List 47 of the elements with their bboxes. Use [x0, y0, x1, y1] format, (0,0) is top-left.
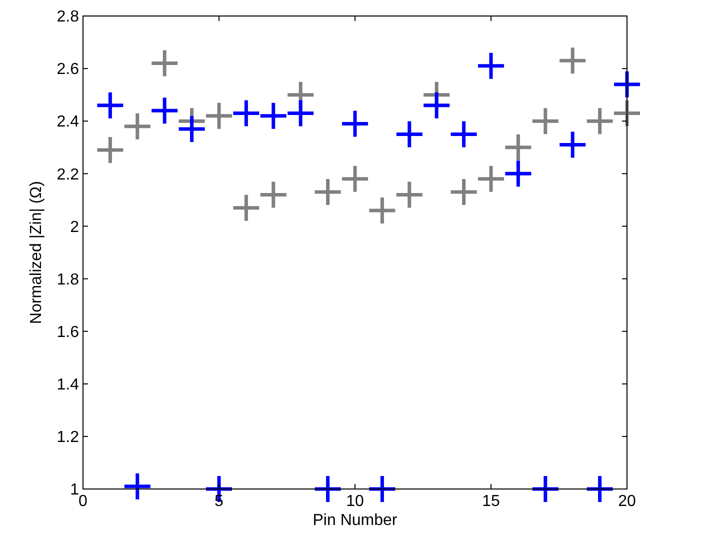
- y-tick-label: 1.6: [56, 324, 80, 341]
- y-tick-label: 1: [70, 482, 80, 499]
- y-tick-label: 1.4: [56, 376, 80, 394]
- point: [288, 100, 314, 126]
- point: [450, 121, 477, 148]
- y-tick-label: 2: [70, 218, 80, 236]
- x-tick-label: 20: [618, 493, 636, 510]
- point: [586, 108, 613, 134]
- point: [152, 98, 178, 124]
- x-tick-label: 10: [346, 493, 364, 510]
- point: [260, 182, 286, 208]
- point: [505, 160, 532, 187]
- x-tick-label: 15: [482, 493, 500, 510]
- point: [260, 102, 286, 129]
- x-tick-label: 0: [78, 493, 88, 510]
- x-axis-title: Pin Number: [312, 512, 398, 529]
- point: [124, 473, 150, 500]
- y-tick-label: 2.4: [56, 114, 80, 131]
- y-axis-title: Normalized |Zin| (Ω): [28, 181, 45, 324]
- point: [532, 108, 558, 134]
- point: [97, 137, 124, 164]
- point: [97, 92, 124, 118]
- point: [342, 110, 368, 137]
- point: [178, 116, 205, 142]
- point: [124, 113, 150, 140]
- point: [314, 179, 341, 206]
- point: [396, 121, 422, 148]
- point: [478, 52, 504, 79]
- point: [424, 92, 450, 118]
- x-tick-label: 5: [214, 493, 224, 510]
- y-tick-label: 2.8: [56, 8, 80, 26]
- point: [505, 134, 532, 160]
- point: [478, 166, 504, 192]
- point: [369, 197, 396, 224]
- point: [560, 132, 586, 158]
- point: [396, 182, 422, 208]
- point: [560, 48, 586, 74]
- point: [233, 194, 260, 221]
- point: [450, 179, 477, 206]
- point: [233, 100, 260, 126]
- y-tick-label: 2.6: [56, 61, 80, 78]
- point: [206, 102, 232, 129]
- y-tick-label: 1.8: [56, 271, 80, 288]
- y-tick-label: 1.2: [56, 429, 80, 446]
- point: [152, 50, 178, 76]
- y-tick-label: 2.2: [56, 166, 80, 184]
- point: [342, 166, 368, 192]
